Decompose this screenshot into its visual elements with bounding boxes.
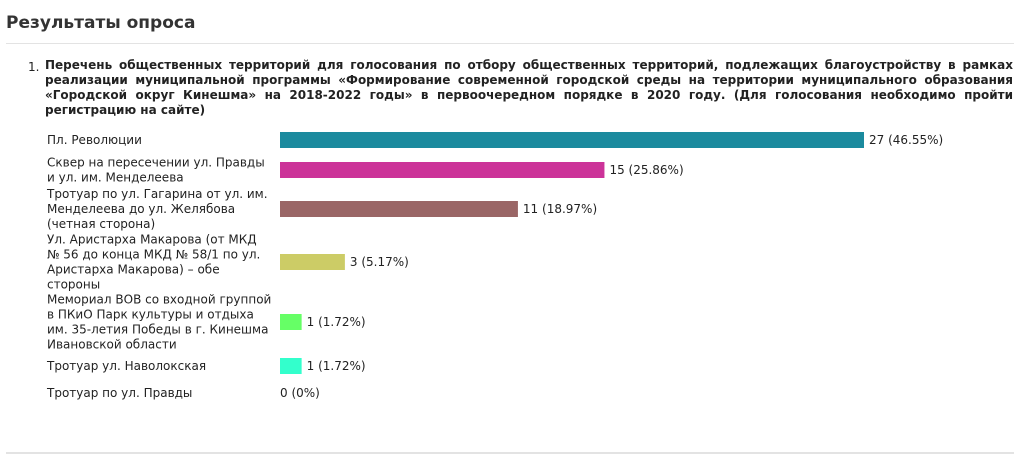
option-label: Мемориал ВОВ со входной группой в ПКиО Па… bbox=[47, 293, 271, 352]
option-label-line: Тротуар ул. Наволокская bbox=[46, 359, 206, 373]
option-label: Сквер на пересечении ул. Правды и ул. им.… bbox=[47, 156, 265, 185]
option-label-line: в ПКиО Парк культуры и отдыха bbox=[47, 308, 254, 322]
result-bar bbox=[280, 201, 518, 217]
option-label-line: Тротуар по ул. Правды bbox=[46, 386, 192, 400]
result-bar bbox=[280, 254, 345, 270]
option-label-line: Ивановской области bbox=[47, 338, 177, 352]
option-label: Тротуар по ул. Гагарина от ул. им. Мендел… bbox=[46, 187, 268, 231]
option-label-line: Мемориал ВОВ со входной группой bbox=[47, 293, 271, 307]
value-label: 3 (5.17%) bbox=[350, 255, 409, 269]
option-label-line: Менделеева до ул. Желябова bbox=[47, 202, 235, 216]
option-label: Пл. Революции bbox=[47, 133, 142, 147]
option-label-line: им. 35-летия Победы в г. Кинешма bbox=[47, 323, 268, 337]
option-label-line: и ул. им. Менделеева bbox=[47, 171, 184, 185]
option-label-line: (четная сторона) bbox=[47, 217, 155, 231]
chart-row: Ул. Аристарха Макарова (от МКД № 56 до ко… bbox=[47, 233, 409, 292]
value-label: 11 (18.97%) bbox=[523, 202, 597, 216]
chart-row: Пл. Революции 27 (46.55%) bbox=[47, 132, 943, 148]
option-label-line: стороны bbox=[47, 278, 100, 292]
option-label-line: Тротуар по ул. Гагарина от ул. им. bbox=[46, 187, 268, 201]
chart-rows: Пл. Революции 27 (46.55%) Сквер на пересеч… bbox=[46, 132, 943, 400]
bottom-divider bbox=[6, 452, 1014, 454]
chart-row: Тротуар ул. Наволокская 1 (1.72%) bbox=[46, 358, 366, 374]
chart-row: Тротуар по ул. Гагарина от ул. им. Мендел… bbox=[46, 187, 597, 231]
option-label: Тротуар по ул. Правды bbox=[46, 386, 192, 400]
page-title: Результаты опроса bbox=[6, 13, 196, 33]
chart-row: Мемориал ВОВ со входной группой в ПКиО Па… bbox=[47, 293, 366, 352]
question-number: 1. bbox=[28, 60, 40, 74]
value-label: 27 (46.55%) bbox=[869, 133, 943, 147]
chart-row: Сквер на пересечении ул. Правды и ул. им.… bbox=[47, 156, 684, 185]
result-bar bbox=[280, 358, 302, 374]
option-label-line: Аристарха Макарова) – обе bbox=[47, 263, 220, 277]
result-bar bbox=[280, 162, 605, 178]
option-label-line: Сквер на пересечении ул. Правды bbox=[47, 156, 265, 170]
option-label-line: Пл. Революции bbox=[47, 133, 142, 147]
result-bar bbox=[280, 132, 864, 148]
result-bar bbox=[280, 314, 302, 330]
option-label: Ул. Аристарха Макарова (от МКД № 56 до ко… bbox=[47, 233, 260, 292]
option-label: Тротуар ул. Наволокская bbox=[46, 359, 206, 373]
value-label: 1 (1.72%) bbox=[307, 359, 366, 373]
question-text: Перечень общественных территорий для гол… bbox=[45, 58, 1013, 117]
value-label: 1 (1.72%) bbox=[307, 315, 366, 329]
value-label: 0 (0%) bbox=[280, 386, 320, 400]
value-label: 15 (25.86%) bbox=[609, 163, 683, 177]
option-label-line: Ул. Аристарха Макарова (от МКД bbox=[47, 233, 257, 247]
title-divider bbox=[6, 43, 1014, 44]
chart-row: Тротуар по ул. Правды 0 (0%) bbox=[46, 386, 320, 400]
option-label-line: № 56 до конца МКД № 58/1 по ул. bbox=[47, 248, 260, 262]
